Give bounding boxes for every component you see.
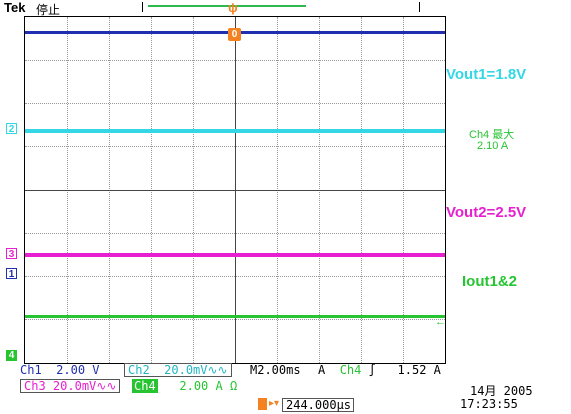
trigger-readout: A Ch4 ∫ 1.52 A bbox=[318, 363, 441, 377]
date-readout: 14月 2005 bbox=[470, 384, 533, 398]
trigger-position-icon: ψ bbox=[228, 0, 238, 15]
trigger-position-arrow-icon: ▸▾ bbox=[269, 398, 280, 409]
ch1-ground-marker[interactable]: 1 bbox=[6, 268, 17, 280]
vout1-label: Vout1=1.8V bbox=[446, 66, 527, 83]
record-position-bar bbox=[148, 5, 306, 7]
trigger-position-readout: 244.000µs bbox=[282, 398, 354, 412]
iout-label: Iout1&2 bbox=[462, 273, 518, 290]
ch4-max-label: Ch4 最大 bbox=[469, 129, 515, 141]
ch2-trace bbox=[25, 129, 445, 133]
ch4-scale-readout: Ch4 2.00 A Ω bbox=[132, 379, 238, 393]
ch2-ground-marker[interactable]: 2 bbox=[6, 123, 17, 135]
trigger-marker-icon: 0 bbox=[228, 28, 241, 41]
ch3-trace bbox=[25, 253, 445, 257]
ch4-ground-marker[interactable]: 4 bbox=[6, 350, 17, 361]
time-readout: 17:23:55 bbox=[460, 397, 518, 411]
ch4-max-value: 2.10 A bbox=[477, 140, 509, 152]
trigger-position-marker-icon bbox=[258, 398, 267, 410]
timebase-readout: M2.00ms bbox=[250, 363, 301, 377]
acquisition-state: 停止 bbox=[36, 3, 61, 17]
vout2-label: Vout2=2.5V bbox=[446, 204, 527, 221]
ch2-scale-readout: Ch2 20.0mV∿∿ bbox=[124, 363, 232, 377]
record-bracket bbox=[142, 2, 420, 12]
trigger-level-icon: ← bbox=[435, 316, 446, 328]
ch3-scale-readout: Ch3 20.0mV∿∿ bbox=[20, 379, 121, 393]
waveform-display: 0 ← bbox=[24, 16, 446, 364]
ch3-ground-marker[interactable]: 3 bbox=[6, 248, 17, 260]
ch4-trace bbox=[25, 315, 445, 318]
brand-logo: Tek bbox=[4, 0, 26, 15]
ch1-scale-readout: Ch1 2.00 V bbox=[20, 363, 100, 377]
